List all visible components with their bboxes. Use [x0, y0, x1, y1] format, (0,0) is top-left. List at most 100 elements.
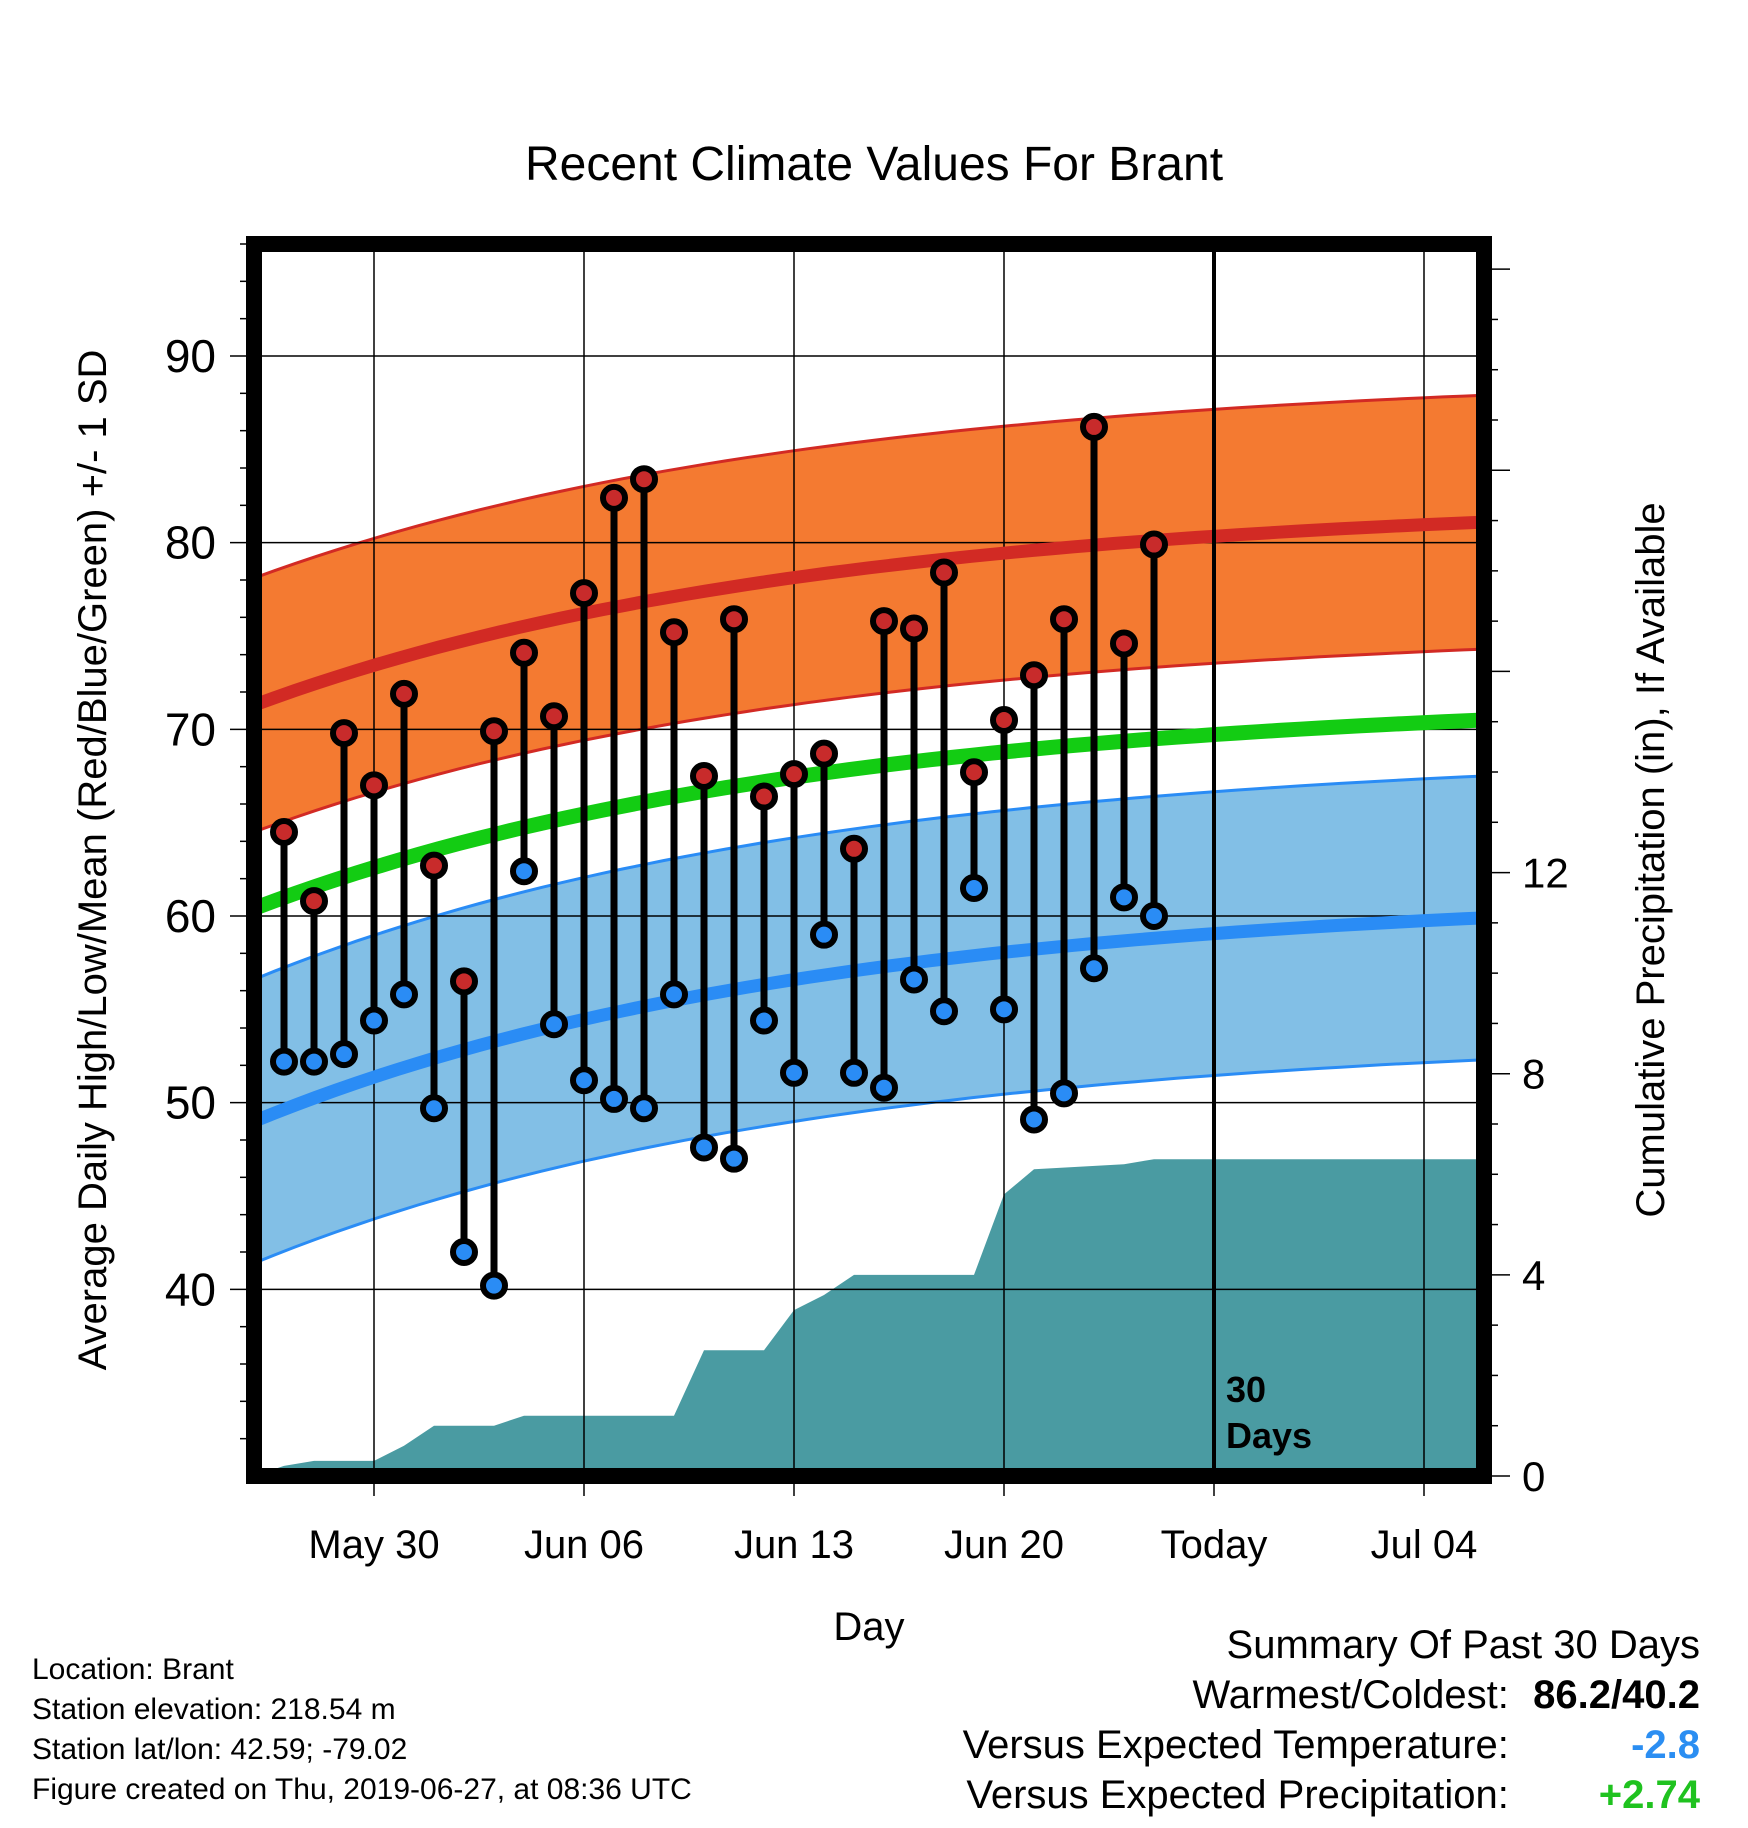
right-tick-label: 12 — [1522, 850, 1569, 897]
elevation-label: Station elevation: 218.54 m — [32, 1693, 396, 1726]
observed-low-point — [480, 1271, 508, 1300]
observed-low-point — [930, 997, 958, 1026]
observed-low-point — [660, 980, 688, 1009]
bottom-tick-label: May 30 — [308, 1523, 439, 1567]
observed-low-point — [900, 965, 928, 994]
observed-high-point — [330, 719, 358, 748]
station-info: Location: Brant Station elevation: 218.5… — [32, 1650, 692, 1810]
left-tick-label: 80 — [165, 517, 216, 569]
precip-value: +2.74 — [1598, 1773, 1700, 1817]
warmest-value: 86.2/40.2 — [1533, 1673, 1700, 1717]
chart-title: Recent Climate Values For Brant — [524, 138, 1224, 191]
observed-high-point — [630, 465, 658, 494]
observed-high-point — [360, 771, 388, 800]
bottom-tick-label: Jun 20 — [944, 1523, 1064, 1567]
observed-low-point — [810, 920, 838, 949]
normal-low-line — [254, 911, 1484, 1128]
observed-high-point — [510, 638, 538, 667]
observed-low-point — [510, 857, 538, 886]
observed-low-point — [360, 1006, 388, 1035]
observed-low-point — [540, 1010, 568, 1039]
right-axis: 0 4 8 12 — [1484, 268, 1569, 1500]
bottom-axis: May 30 Jun 06 Jun 13 Jun 20 Today Jul 04 — [308, 1476, 1477, 1567]
plot-area: 30 Days 40 50 60 70 80 90 0 4 8 12 May 30 Jun 06 Jun 1… — [71, 236, 1673, 1649]
observed-high-point — [870, 607, 898, 636]
normal-low-band — [254, 776, 1484, 1264]
right-tick-label: 0 — [1522, 1453, 1545, 1500]
observed-high-point — [570, 579, 598, 608]
bottom-tick-label: Today — [1161, 1523, 1268, 1567]
observed-high-point — [1110, 629, 1138, 658]
summary-warmest-row: Warmest/Coldest: 86.2/40.2 — [963, 1670, 1701, 1720]
summary-heading: Summary Of Past 30 Days — [1226, 1623, 1700, 1667]
summary-precip-row: Versus Expected Precipitation: +2.74 — [963, 1770, 1700, 1820]
observed-low-point — [1140, 902, 1168, 930]
observed-low-point — [1020, 1105, 1048, 1134]
location-label: Location: Brant — [32, 1653, 234, 1686]
observed-high-point — [270, 818, 298, 846]
observed-low-point — [390, 980, 418, 1009]
observed-low-point — [600, 1084, 628, 1113]
observed-high-point — [390, 679, 418, 708]
observed-low-point — [960, 874, 988, 902]
left-axis: 40 50 60 70 80 90 — [165, 243, 254, 1440]
observed-high-point — [480, 717, 508, 746]
observed-low-point — [330, 1040, 358, 1069]
normal-high-line — [254, 515, 1484, 712]
observed-low-point — [840, 1058, 868, 1087]
observed-low-point — [300, 1047, 328, 1076]
observed-high-point — [780, 760, 808, 789]
observed-high-point — [990, 706, 1018, 734]
observed-high-point — [810, 739, 838, 768]
observed-low-point — [690, 1133, 718, 1162]
left-tick-label: 60 — [165, 890, 216, 942]
right-tick-label: 8 — [1522, 1051, 1545, 1098]
observed-low-point — [990, 995, 1018, 1024]
normal-mean-line — [254, 712, 1484, 916]
observed-low-point — [420, 1094, 448, 1123]
plot-frame — [246, 236, 1492, 1484]
observed-high-point — [600, 483, 628, 512]
left-tick-label: 50 — [165, 1077, 216, 1129]
observed-low-point — [570, 1066, 598, 1095]
observed-high-point — [960, 758, 988, 787]
left-tick-label: 90 — [165, 330, 216, 382]
summary-panel: Summary Of Past 30 Days Warmest/Coldest:… — [963, 1620, 1700, 1820]
observed-low-point — [750, 1006, 778, 1035]
observed-high-point — [450, 967, 478, 996]
observed-low-point — [1110, 883, 1138, 912]
right-tick-label: 4 — [1522, 1252, 1545, 1299]
left-tick-label: 40 — [165, 1263, 216, 1315]
normal-high-upper-edge — [254, 393, 1484, 580]
observed-high-point — [1080, 412, 1108, 441]
warmest-label: Warmest/Coldest: — [1192, 1673, 1509, 1717]
latlon-label: Station lat/lon: 42.59; -79.02 — [32, 1733, 408, 1766]
observed-low-point — [630, 1094, 658, 1123]
observed-low-point — [780, 1058, 808, 1087]
bottom-tick-label: Jul 04 — [1371, 1523, 1478, 1567]
observed-high-point — [1020, 661, 1048, 690]
observed-high-point — [300, 887, 328, 916]
precip-area — [254, 1159, 1484, 1476]
observed-low-point — [1050, 1079, 1078, 1108]
created-label: Figure created on Thu, 2019-06-27, at 08… — [32, 1773, 692, 1806]
x-axis-title: Day — [833, 1605, 904, 1649]
observed-high-point — [420, 851, 448, 880]
observed-high-point — [690, 762, 718, 790]
observed-high-point — [660, 618, 688, 647]
observed-high-point — [750, 782, 778, 811]
precip-label: Versus Expected Precipitation: — [966, 1773, 1509, 1817]
today-annotation: 30 — [1226, 1369, 1266, 1410]
normal-high-lower-edge — [254, 647, 1484, 834]
observed-high-point — [1140, 530, 1168, 559]
observed-low-point — [870, 1073, 898, 1102]
today-annotation: Days — [1226, 1415, 1312, 1456]
y-axis-title-left: Average Daily High/Low/Mean (Red/Blue/Gr… — [71, 350, 115, 1371]
observed-low-point — [1080, 954, 1108, 983]
normal-low-upper-edge — [254, 774, 1484, 981]
observed-high-point — [1050, 605, 1078, 634]
observed-high-point — [900, 614, 928, 643]
normal-low-lower-edge — [254, 1058, 1484, 1265]
